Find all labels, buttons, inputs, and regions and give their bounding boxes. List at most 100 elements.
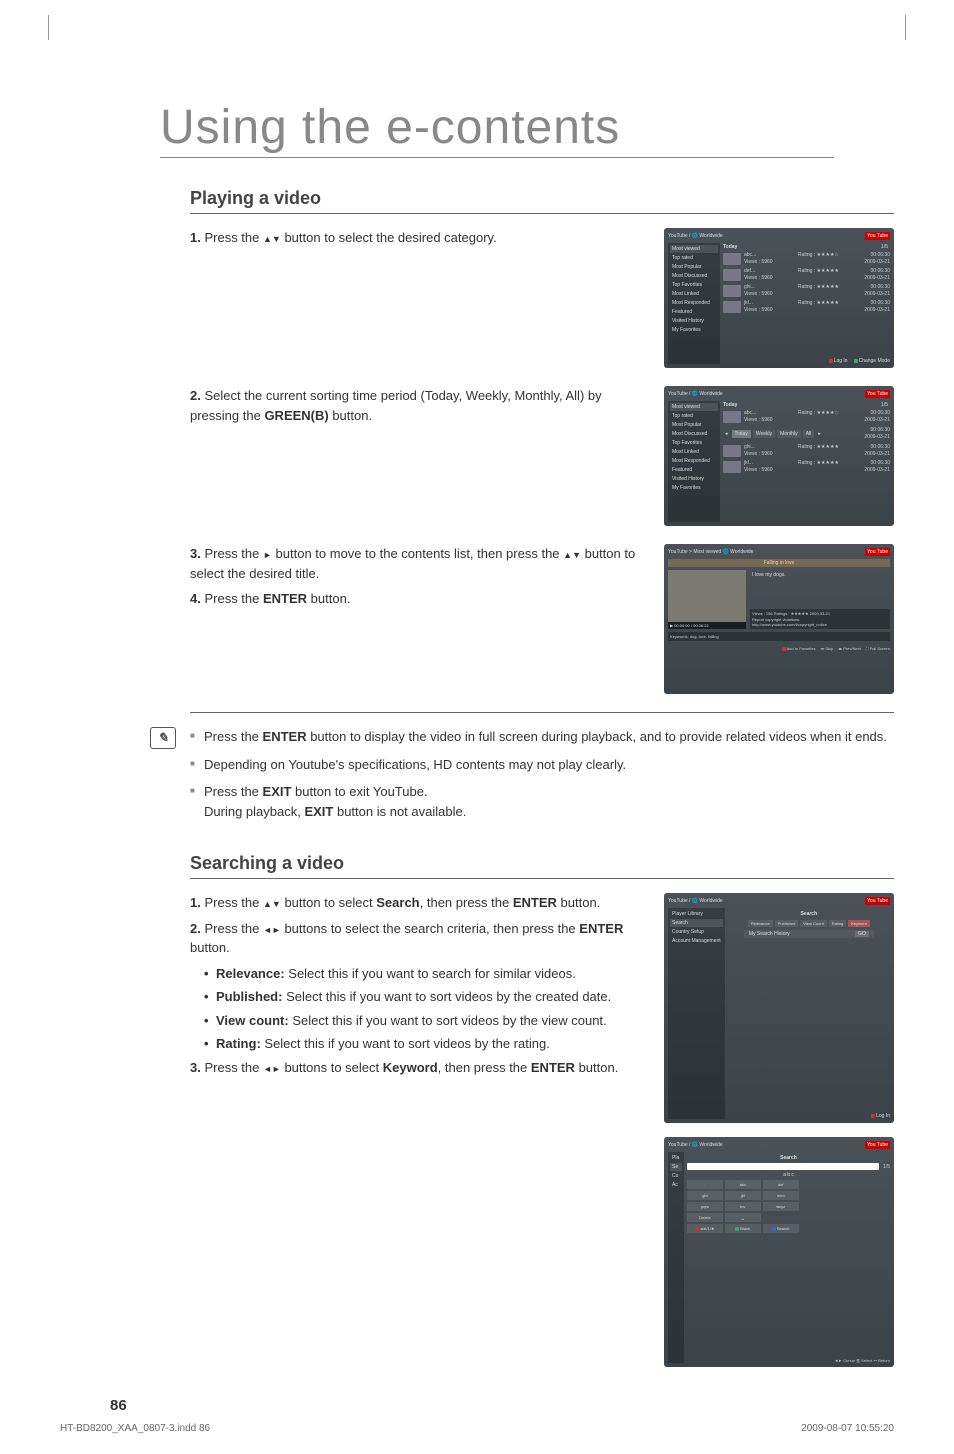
- page-number: 86: [110, 1397, 894, 1414]
- tab-viewcount[interactable]: View Count: [800, 920, 826, 927]
- sidebar-item[interactable]: Most Linked: [670, 290, 718, 298]
- playback-bar[interactable]: ▶ 00:00:00 / 00:36:22: [668, 622, 746, 629]
- sidebar-item[interactable]: Top Favorites: [670, 439, 718, 447]
- video-row[interactable]: ghi...Views : 5960Rating : ★★★★★00:06:30…: [723, 284, 890, 297]
- prev-next-btn[interactable]: ◂▸ Prev/Next: [838, 646, 861, 651]
- period-today[interactable]: Today: [732, 430, 751, 438]
- key[interactable]: wxyz: [763, 1202, 799, 1211]
- right-arrow-icon[interactable]: ▸: [816, 431, 823, 437]
- tab-rating[interactable]: Rating: [829, 920, 847, 927]
- margin-mark-left: [48, 15, 49, 40]
- skip-btn[interactable]: ⏭ Skip: [821, 646, 834, 651]
- search-input[interactable]: [687, 1163, 879, 1170]
- sidebar-item[interactable]: Country Setup: [670, 928, 723, 936]
- tab-published[interactable]: Published: [775, 920, 799, 927]
- key-space[interactable]: ␣: [725, 1213, 761, 1222]
- fullscreen-btn[interactable]: ⛶ Full Screen: [866, 646, 890, 651]
- sidebar-item[interactable]: Featured: [670, 308, 718, 316]
- tab-keyword[interactable]: Keyword: [848, 920, 870, 927]
- key-blank[interactable]: Blank: [725, 1224, 761, 1233]
- sidebar-item[interactable]: Most Discussed: [670, 430, 718, 438]
- period-weekly[interactable]: Weekly: [753, 430, 775, 438]
- youtube-logo: You Tube: [865, 548, 890, 556]
- key[interactable]: pqrs: [687, 1202, 723, 1211]
- login-btn[interactable]: Log In: [871, 1113, 890, 1119]
- key-delete[interactable]: Delete: [687, 1213, 723, 1222]
- sidebar-item[interactable]: Most Popular: [670, 263, 718, 271]
- sidebar-item[interactable]: Most viewed: [670, 403, 718, 411]
- video-row[interactable]: ghi...Views : 5960Rating : ★★★★★00:06:30…: [723, 444, 890, 457]
- text: button.: [557, 895, 600, 910]
- key[interactable]: .: [687, 1180, 723, 1189]
- text: button to move to the contents list, the…: [272, 546, 563, 561]
- key-mode[interactable]: a/A/1/★: [687, 1224, 723, 1233]
- page-count: 1/5: [883, 1164, 890, 1170]
- sidebar-item[interactable]: Most Linked: [670, 448, 718, 456]
- duration: 00:06:30: [864, 427, 890, 433]
- step-num: 1.: [190, 230, 201, 245]
- sidebar-item[interactable]: Account Management: [670, 937, 723, 945]
- duration: 00:06:30: [864, 410, 890, 416]
- sidebar-item[interactable]: Most Popular: [670, 421, 718, 429]
- sidebar-item[interactable]: Most viewed: [670, 245, 718, 253]
- sidebar-item[interactable]: Visited History: [670, 317, 718, 325]
- text: buttons to select: [281, 1060, 383, 1075]
- sidebar-item[interactable]: Ac: [670, 1181, 682, 1189]
- login-btn[interactable]: Log In: [829, 358, 848, 364]
- period-monthly[interactable]: Monthly: [777, 430, 801, 438]
- text: Select this if you want to sort videos b…: [289, 1013, 607, 1028]
- key[interactable]: tuv: [725, 1202, 761, 1211]
- video-row[interactable]: abc...Views : 5960Rating : ★★★★☆00:06:30…: [723, 410, 890, 423]
- key[interactable]: jkl: [725, 1191, 761, 1200]
- step-1: 1. Press the button to select the desire…: [190, 228, 652, 254]
- key[interactable]: ghi: [687, 1191, 723, 1200]
- period-all[interactable]: All: [803, 430, 815, 438]
- video-stats: Views : 196 Ratings : ★★★★★ 2009-03-21 R…: [750, 609, 890, 629]
- sidebar-item[interactable]: Most Responded: [670, 457, 718, 465]
- video-row[interactable]: abc...Views : 5960Rating : ★★★★☆00:06:30…: [723, 252, 890, 265]
- sidebar-item[interactable]: Visited History: [670, 475, 718, 483]
- video-preview[interactable]: [668, 570, 746, 622]
- period-selector[interactable]: ◂ Today Weekly Monthly All ▸ 00:06:30200…: [723, 427, 890, 440]
- video-row[interactable]: jkl...Views : 5960Rating : ★★★★★00:06:30…: [723, 300, 890, 313]
- step-2: 2. Select the current sorting time perio…: [190, 386, 652, 431]
- green-button-label: GREEN(B): [264, 408, 328, 423]
- step-num: 4.: [190, 591, 201, 606]
- sidebar-item[interactable]: Se: [670, 1163, 682, 1171]
- sidebar-item[interactable]: Co: [670, 1172, 682, 1180]
- key[interactable]: abc: [725, 1180, 761, 1189]
- add-favorites-btn[interactable]: Add to Favorites: [782, 646, 816, 651]
- key[interactable]: mno: [763, 1191, 799, 1200]
- go-button[interactable]: GO: [855, 931, 869, 937]
- up-icon: [563, 546, 572, 561]
- sidebar-item[interactable]: Top rated: [670, 412, 718, 420]
- right-icon: [272, 1060, 281, 1075]
- tab-relevance[interactable]: Relevance: [748, 920, 773, 927]
- search-history[interactable]: My Search History GO: [744, 930, 874, 938]
- ss-breadcrumb: YouTube / 🌐 Worldwide: [668, 1142, 723, 1148]
- key-search[interactable]: Search: [763, 1224, 799, 1233]
- key[interactable]: def: [763, 1180, 799, 1189]
- sidebar-item[interactable]: My Favorites: [670, 326, 718, 334]
- step-num: 2.: [190, 388, 201, 403]
- text: button.: [575, 1060, 618, 1075]
- left-arrow-icon[interactable]: ◂: [723, 431, 730, 437]
- sidebar-item[interactable]: Search: [670, 919, 723, 927]
- video-row[interactable]: def...Views : 5960Rating : ★★★★★00:06:30…: [723, 268, 890, 281]
- sidebar-item[interactable]: Pla: [670, 1154, 682, 1162]
- enter-label: ENTER: [263, 591, 307, 606]
- video-row[interactable]: jkl...Views : 5960Rating : ★★★★★00:06:30…: [723, 460, 890, 473]
- change-mode-btn[interactable]: Change Mode: [854, 358, 890, 364]
- text: Press the: [204, 921, 263, 936]
- sidebar-item[interactable]: Featured: [670, 466, 718, 474]
- sidebar-item[interactable]: Most Responded: [670, 299, 718, 307]
- note-item: Depending on Youtube's specifications, H…: [190, 755, 887, 775]
- sidebar-item[interactable]: Top Favorites: [670, 281, 718, 289]
- criteria-rating: Rating: Select this if you want to sort …: [204, 1034, 652, 1054]
- sidebar-item[interactable]: Most Discussed: [670, 272, 718, 280]
- sidebar-item[interactable]: My Favorites: [670, 484, 718, 492]
- onscreen-keyboard: . abc def ghi jkl mno pq: [687, 1180, 799, 1233]
- date: 2009-03-21: [864, 434, 890, 440]
- sidebar-item[interactable]: Player Library: [670, 910, 723, 918]
- sidebar-item[interactable]: Top rated: [670, 254, 718, 262]
